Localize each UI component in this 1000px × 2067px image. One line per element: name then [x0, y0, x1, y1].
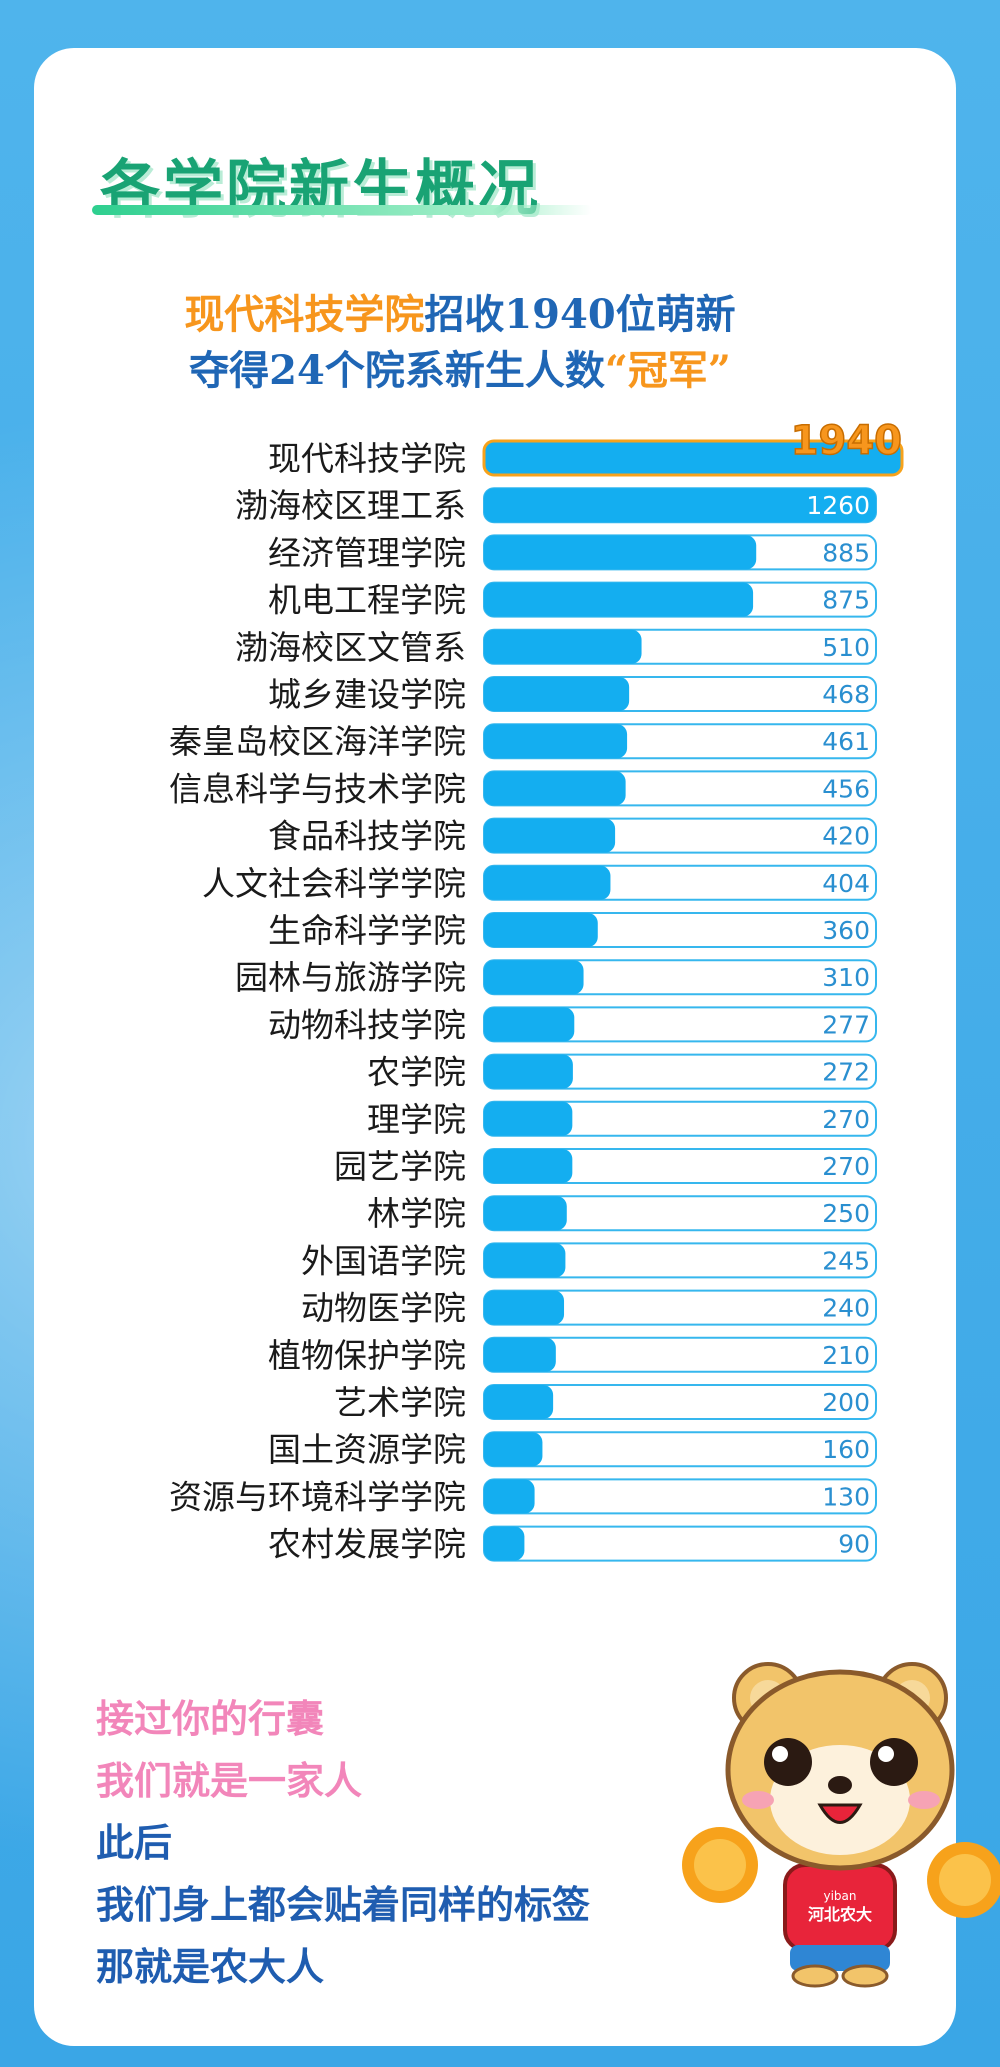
- headline-line-2: 夺得24个院系新生人数“冠军”: [0, 338, 960, 396]
- bar: [484, 913, 598, 947]
- category-label: 现代科技学院: [268, 439, 466, 478]
- category-label: 国土资源学院: [268, 1430, 466, 1469]
- value-label: 200: [822, 1388, 870, 1417]
- value-label: 885: [822, 538, 870, 567]
- value-label: 270: [822, 1105, 870, 1134]
- bar-track: [483, 1478, 877, 1515]
- category-label: 外国语学院: [301, 1241, 466, 1280]
- value-label: 404: [822, 869, 870, 898]
- category-label: 农学院: [367, 1053, 466, 1092]
- category-label: 城乡建设学院: [268, 675, 466, 714]
- bar: [484, 1007, 575, 1042]
- bar: [484, 535, 757, 570]
- value-label: 456: [822, 774, 870, 803]
- bar: [484, 1290, 565, 1325]
- bar: [484, 1526, 525, 1561]
- value-label: 270: [822, 1152, 870, 1181]
- headline-line-1-text: 招收1940位萌新: [424, 291, 736, 338]
- category-label: 经济管理学院: [268, 533, 466, 572]
- category-label: 渤海校区理工系: [235, 486, 466, 525]
- category-label: 园艺学院: [334, 1147, 466, 1186]
- value-label: 875: [822, 586, 870, 615]
- bar: [482, 439, 904, 477]
- headline-line-1: 现代科技学院招收1940位萌新: [0, 282, 960, 340]
- category-label: 信息科学与技术学院: [169, 769, 466, 808]
- bar: [484, 582, 754, 617]
- category-label: 秦皇岛校区海洋学院: [169, 722, 466, 761]
- title-underline: [92, 205, 592, 215]
- bar: [484, 1101, 573, 1136]
- category-label: 艺术学院: [334, 1383, 466, 1422]
- bar: [484, 865, 611, 900]
- bar: [484, 724, 628, 759]
- bar: [484, 771, 626, 806]
- category-label: 动物科技学院: [268, 1005, 466, 1044]
- closing-line-4: 我们身上都会贴着同样的标签: [96, 1882, 591, 1927]
- bar: [484, 1479, 535, 1514]
- headline-highlight-college: 现代科技学院: [184, 291, 425, 338]
- bar: [484, 1432, 543, 1467]
- category-label: 资源与环境科学学院: [169, 1477, 466, 1516]
- value-label: 510: [822, 633, 870, 662]
- value-label: 90: [838, 1530, 870, 1559]
- value-label: 250: [822, 1199, 870, 1228]
- right-pompom-icon: [927, 1842, 1000, 1918]
- closing-line-1: 接过你的行囊: [96, 1696, 325, 1741]
- bar-chart: 现代科技学院 1940 渤海校区理工系 1260 经济管理学院 885 机电工程学院 875 渤…: [169, 420, 904, 1564]
- bar: [484, 488, 876, 523]
- value-label: 277: [822, 1010, 870, 1039]
- category-label: 林学院: [367, 1194, 466, 1233]
- category-label: 渤海校区文管系: [235, 628, 466, 667]
- category-label: 动物医学院: [301, 1289, 466, 1328]
- headline-highlight-champion: “冠军”: [604, 347, 731, 394]
- value-label: 360: [822, 916, 870, 945]
- bear-mascot-icon: yiban 河北农大: [682, 1662, 1000, 1988]
- value-label: 130: [822, 1482, 870, 1511]
- bar-track: [483, 1525, 877, 1562]
- category-label: 食品科技学院: [268, 817, 466, 856]
- value-label: 1940: [791, 420, 902, 464]
- value-label: 160: [822, 1435, 870, 1464]
- category-label: 人文社会科学学院: [202, 864, 466, 903]
- value-label: 240: [822, 1294, 870, 1323]
- bar: [484, 629, 642, 664]
- value-label: 468: [822, 680, 870, 709]
- bar: [484, 1337, 556, 1372]
- value-label: 210: [822, 1341, 870, 1370]
- bar-track: [483, 1431, 877, 1468]
- bar: [484, 1149, 573, 1183]
- bar: [484, 1054, 573, 1089]
- category-label: 园林与旅游学院: [235, 958, 466, 997]
- value-label: 1260: [806, 491, 870, 520]
- bar: [484, 1243, 566, 1278]
- closing-line-2: 我们就是一家人: [96, 1758, 363, 1803]
- bar: [484, 677, 630, 711]
- category-label: 植物保护学院: [268, 1336, 466, 1375]
- closing-line-5: 那就是农大人: [96, 1944, 325, 1989]
- mascot-shirt-text: 河北农大: [808, 1905, 872, 1924]
- mascot-shirt-small: yiban: [823, 1889, 856, 1903]
- category-label: 机电工程学院: [268, 581, 466, 620]
- value-label: 310: [822, 963, 870, 992]
- value-label: 420: [822, 822, 870, 851]
- bar: [484, 1385, 554, 1419]
- closing-line-3: 此后: [96, 1820, 173, 1865]
- left-pompom-icon: [682, 1827, 758, 1903]
- value-label: 272: [822, 1058, 870, 1087]
- value-label: 245: [822, 1246, 870, 1275]
- category-label: 生命科学学院: [268, 911, 466, 950]
- category-label: 农村发展学院: [268, 1525, 466, 1564]
- category-label: 理学院: [367, 1100, 466, 1139]
- headline-line-2-text: 夺得24个院系新生人数: [189, 347, 605, 394]
- value-label: 461: [822, 727, 870, 756]
- bar: [484, 1196, 567, 1231]
- bar: [484, 960, 584, 995]
- bar: [484, 818, 616, 853]
